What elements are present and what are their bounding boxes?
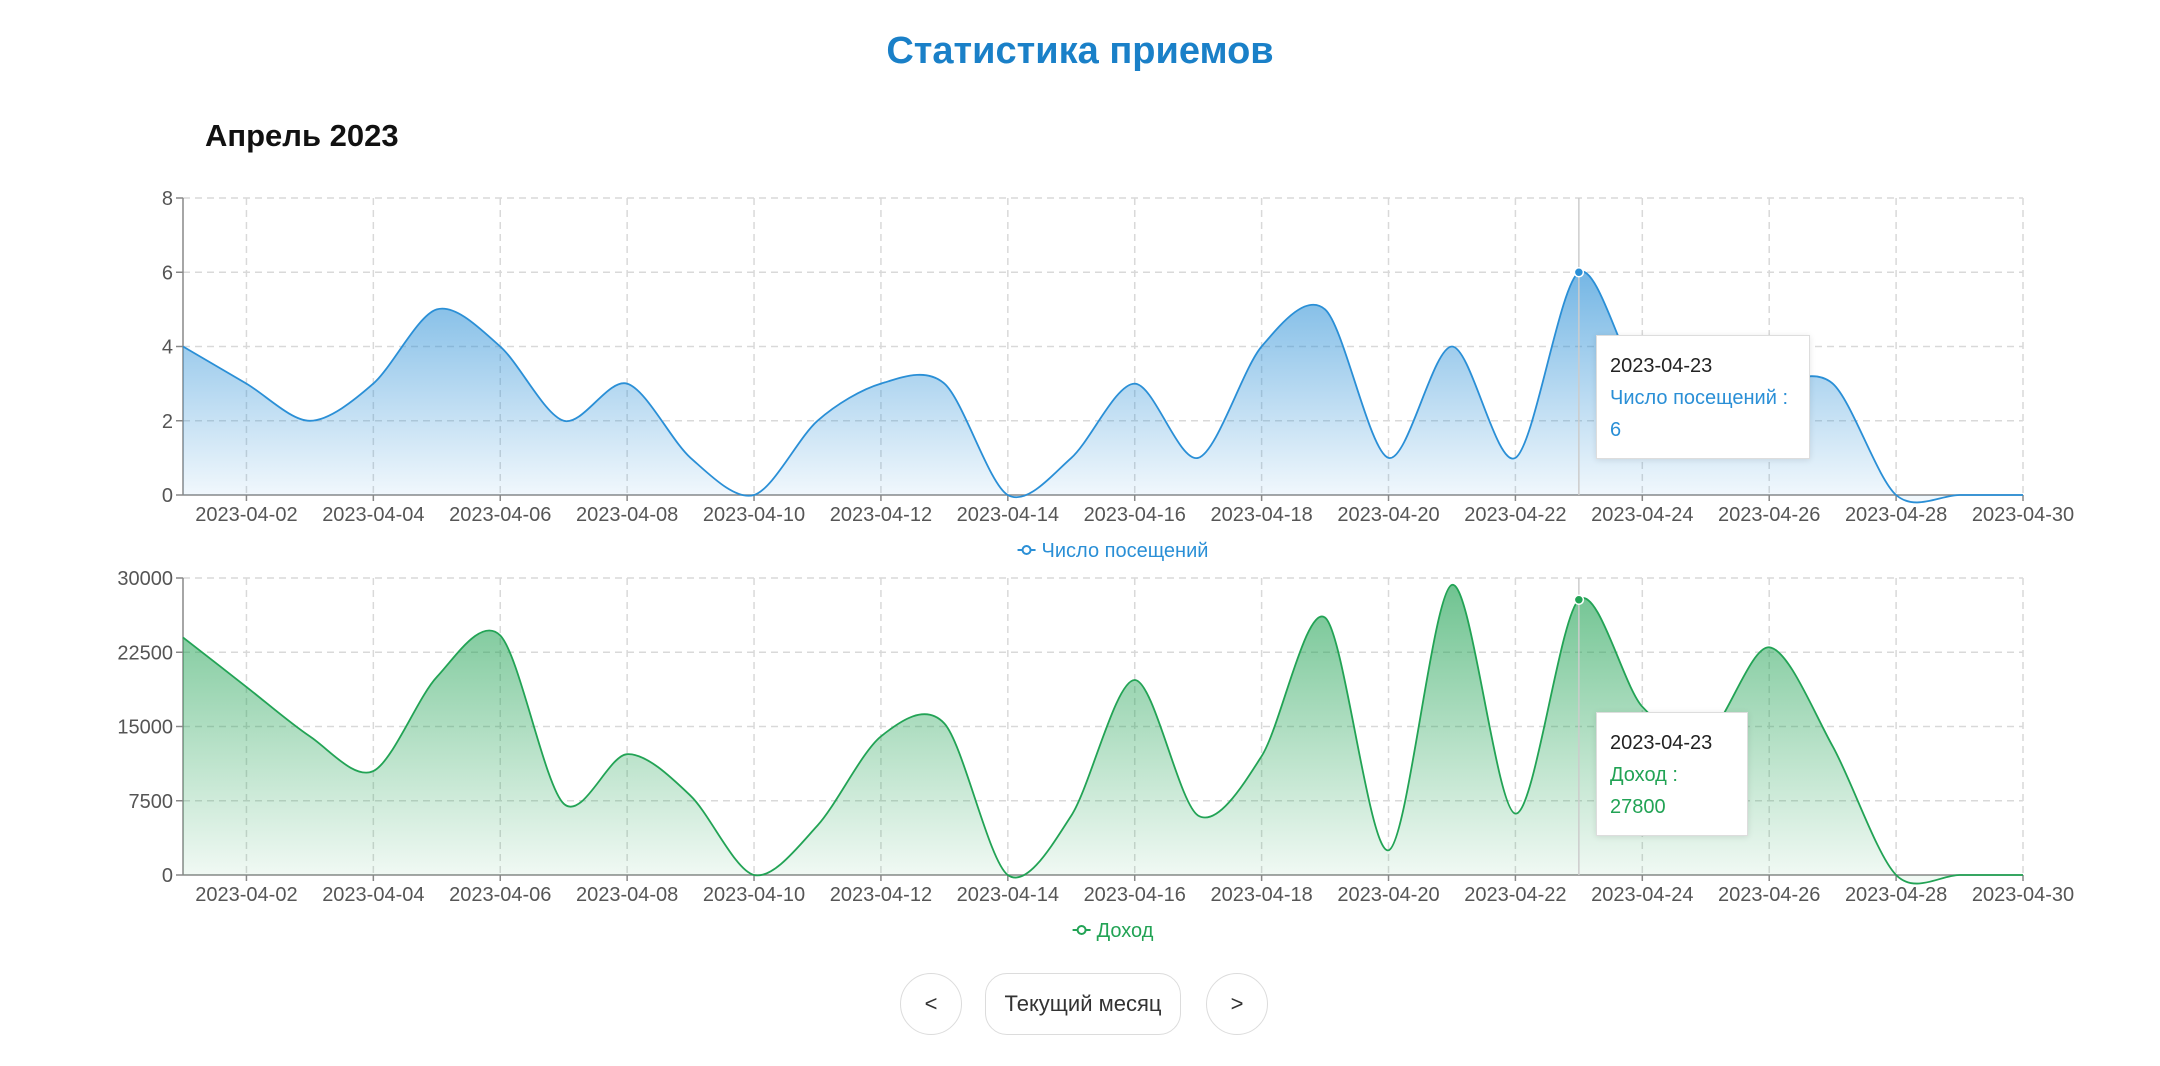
hover-point xyxy=(1573,594,1585,606)
page-title: Статистика приемов xyxy=(886,30,1274,72)
legend-label: Доход xyxy=(1097,920,1154,942)
x-tick-label: 2023-04-28 xyxy=(1845,504,1947,526)
x-tick-label: 2023-04-06 xyxy=(449,884,551,906)
y-tick-label: 8 xyxy=(162,188,173,210)
x-tick-label: 2023-04-26 xyxy=(1718,884,1820,906)
legend-item[interactable]: Доход xyxy=(1072,920,1154,942)
series-area xyxy=(183,271,2023,503)
x-tick-label: 2023-04-04 xyxy=(322,504,424,526)
x-tick-label: 2023-04-16 xyxy=(1084,504,1186,526)
tooltip-value: Доход : 27800 xyxy=(1610,764,1678,818)
tooltip-value: Число посещений : 6 xyxy=(1610,387,1789,441)
x-tick-label: 2023-04-12 xyxy=(830,884,932,906)
x-tick-label: 2023-04-18 xyxy=(1210,884,1312,906)
x-tick-label: 2023-04-24 xyxy=(1591,504,1693,526)
y-tick-label: 0 xyxy=(162,485,173,507)
visits-chart[interactable]: 0 2 4 6 8 2023-04-02 2023-04-04 2023-04-06 2023-… xyxy=(0,180,2160,562)
y-tick-label: 15000 xyxy=(117,717,173,739)
legend-label: Число посещений xyxy=(1042,540,1209,562)
x-tick-label: 2023-04-14 xyxy=(957,504,1059,526)
visits-tooltip: 2023-04-23 Число посещений : 6 xyxy=(1596,335,1810,459)
legend-swatch-dot xyxy=(1076,925,1087,935)
x-tick-label: 2023-04-16 xyxy=(1084,884,1186,906)
y-tick-label: 4 xyxy=(162,337,173,359)
tooltip-date: 2023-04-23 xyxy=(1610,732,1713,754)
y-tick-label: 30000 xyxy=(117,568,173,590)
x-tick-label: 2023-04-02 xyxy=(195,884,297,906)
x-tick-label: 2023-04-28 xyxy=(1845,884,1947,906)
x-tick-label: 2023-04-08 xyxy=(576,884,678,906)
x-tick-label: 2023-04-08 xyxy=(576,504,678,526)
x-tick-label: 2023-04-30 xyxy=(1972,884,2074,906)
x-tick-label: 2023-04-22 xyxy=(1464,884,1566,906)
x-tick-label: 2023-04-18 xyxy=(1210,504,1312,526)
current-month-button[interactable]: Текущий месяц xyxy=(985,973,1181,1035)
y-tick-label: 2 xyxy=(162,411,173,433)
x-tick-label: 2023-04-26 xyxy=(1718,504,1820,526)
series-area xyxy=(183,584,2023,884)
x-tick-label: 2023-04-22 xyxy=(1464,504,1566,526)
x-tick-label: 2023-04-20 xyxy=(1337,884,1439,906)
prev-month-button[interactable]: < xyxy=(900,973,962,1035)
x-tick-label: 2023-04-30 xyxy=(1972,504,2074,526)
legend-swatch-dot xyxy=(1021,545,1032,555)
tooltip-date: 2023-04-23 xyxy=(1610,355,1713,377)
legend-item[interactable]: Число посещений xyxy=(1017,540,1209,562)
x-tick-label: 2023-04-10 xyxy=(703,504,805,526)
x-tick-label: 2023-04-10 xyxy=(703,884,805,906)
x-tick-label: 2023-04-06 xyxy=(449,504,551,526)
income-tooltip: 2023-04-23 Доход : 27800 xyxy=(1596,712,1748,836)
x-tick-label: 2023-04-02 xyxy=(195,504,297,526)
x-tick-label: 2023-04-24 xyxy=(1591,884,1693,906)
x-tick-label: 2023-04-12 xyxy=(830,504,932,526)
x-tick-label: 2023-04-04 xyxy=(322,884,424,906)
y-tick-label: 7500 xyxy=(129,791,174,813)
x-tick-label: 2023-04-20 xyxy=(1337,504,1439,526)
income-chart[interactable]: 0 7500 15000 22500 30000 2023-04-02 2023-04-04… xyxy=(0,560,2160,942)
x-tick-label: 2023-04-14 xyxy=(957,884,1059,906)
y-tick-label: 6 xyxy=(162,262,173,284)
month-title: Апрель 2023 xyxy=(205,118,399,153)
y-tick-label: 0 xyxy=(162,865,173,887)
y-tick-label: 22500 xyxy=(117,642,173,664)
hover-point xyxy=(1573,267,1585,278)
next-month-button[interactable]: > xyxy=(1206,973,1268,1035)
